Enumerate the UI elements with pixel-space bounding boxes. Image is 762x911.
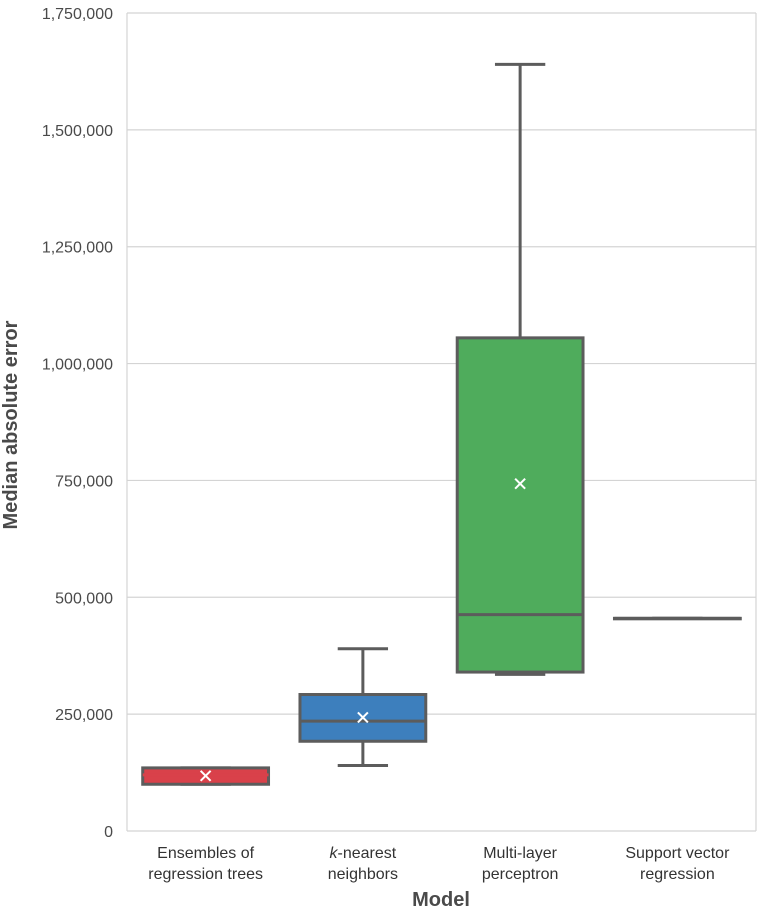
- y-tick-label: 0: [104, 824, 113, 841]
- grid-lines: [126, 12, 757, 832]
- x-category-label-text: Multi-layer: [483, 845, 557, 862]
- x-category-label-text: Support vector: [625, 845, 730, 862]
- x-category-label: regression: [640, 866, 715, 883]
- box-group: [612, 616, 742, 621]
- x-category-label: Ensembles of: [157, 845, 254, 862]
- y-tick-label: 750,000: [55, 473, 113, 490]
- y-tick-label: 1,500,000: [42, 123, 113, 140]
- y-axis-ticks: 0 250,000 500,000 750,000 1,000,000 1,250,000…: [42, 6, 113, 841]
- x-axis-title: Model: [412, 889, 470, 911]
- y-tick-label: 250,000: [55, 707, 113, 724]
- box-group: [455, 62, 585, 676]
- x-category-label: neighbors: [328, 866, 398, 883]
- box-iqr: [455, 336, 585, 674]
- x-category-label: Multi-layer: [483, 845, 557, 862]
- x-category-label: k-nearest: [330, 845, 397, 862]
- x-category-label-italic: k: [330, 845, 339, 862]
- y-tick-label: 1,750,000: [42, 6, 113, 23]
- mean-marker: [199, 770, 212, 782]
- y-tick-label: 1,000,000: [42, 357, 113, 374]
- y-tick-label: 1,250,000: [42, 240, 113, 257]
- x-category-label: regression trees: [148, 866, 263, 883]
- mean-marker: [357, 711, 369, 724]
- x-axis-categories: Ensembles of regression trees k-nearest nei…: [148, 845, 730, 883]
- y-tick-label: 500,000: [55, 590, 113, 607]
- box-group: [141, 766, 271, 786]
- x-category-label: perceptron: [482, 866, 559, 883]
- box-group: [298, 647, 428, 768]
- boxes-layer: [141, 62, 742, 786]
- x-category-label: Support vector: [625, 845, 730, 862]
- x-category-label-text: Ensembles of: [157, 845, 254, 862]
- mean-marker: [514, 477, 526, 490]
- y-axis-title: Median absolute error: [0, 320, 22, 529]
- x-category-label-text: -nearest: [338, 845, 397, 862]
